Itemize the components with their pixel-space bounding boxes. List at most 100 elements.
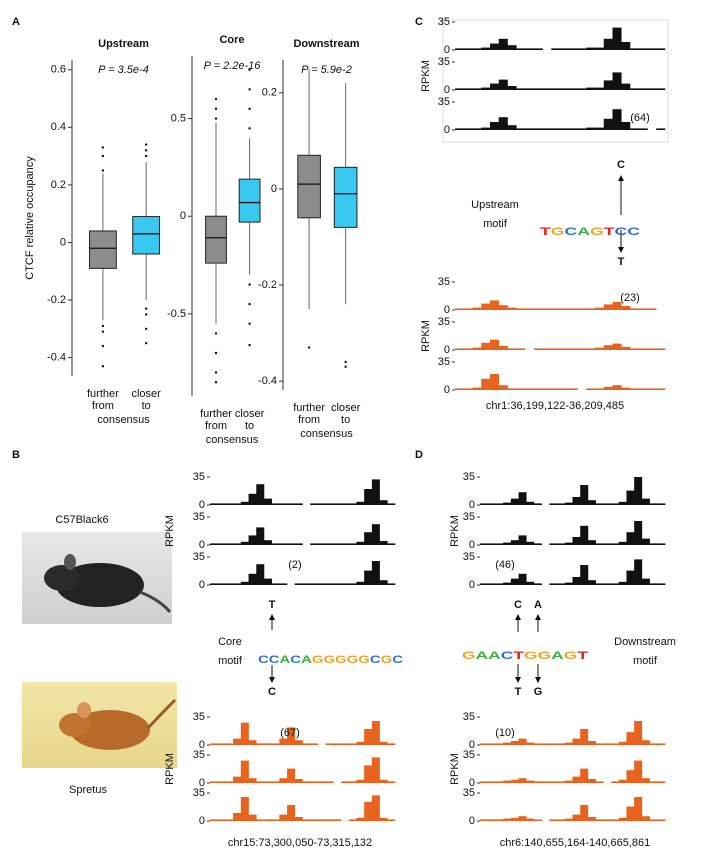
signal-bin [256, 564, 265, 585]
signal-bin [490, 83, 500, 90]
signal-bin [481, 127, 491, 130]
signal-bin [210, 583, 219, 585]
variant-base: C [617, 159, 625, 171]
signal-bin [481, 378, 491, 390]
signal-bin [210, 819, 219, 821]
signal-bin [657, 503, 666, 505]
outlier [101, 154, 105, 158]
signal-bin [649, 543, 658, 545]
signal-bin [626, 490, 635, 505]
box [205, 215, 227, 264]
signal-bin [225, 583, 234, 585]
signal-bin [549, 781, 558, 783]
signal-bin [495, 583, 504, 585]
signal-bin [518, 738, 527, 745]
signal-bin [487, 543, 496, 545]
signal-bin [564, 542, 573, 545]
signal-bin [302, 781, 311, 783]
variant-base: A [534, 599, 542, 611]
signal-bin [577, 48, 587, 50]
outlier [101, 324, 105, 328]
outlier [248, 302, 251, 306]
signal-bin [656, 348, 666, 350]
signal-bin [549, 503, 558, 505]
signal-bin [577, 348, 587, 350]
chart-title: Downstream [293, 38, 359, 50]
y-tick-label: 0 [469, 777, 475, 789]
outlier [248, 283, 251, 286]
signal-bin [317, 543, 326, 545]
signal-bin [586, 308, 596, 310]
signal-bin [371, 721, 380, 745]
signal-bin [356, 581, 365, 585]
motif-label: Downstream [614, 636, 676, 648]
signal-bin [225, 743, 234, 745]
signal-bin [533, 348, 543, 350]
outlier [248, 88, 251, 91]
y-tick-label: 35 [463, 749, 475, 761]
signal-bin [641, 816, 650, 821]
signal-bin [587, 500, 596, 505]
signal-bin [256, 781, 265, 783]
x-axis-label: consensus [300, 428, 353, 440]
outlier [214, 332, 218, 335]
signal-bin [634, 721, 643, 745]
signal-bin [641, 778, 650, 783]
signal-bin [498, 79, 508, 90]
signal-bin [595, 127, 605, 130]
signal-bin [248, 535, 257, 545]
signal-bin [595, 819, 604, 821]
signal-bin [595, 388, 605, 390]
signal-bin [302, 583, 311, 585]
signal-bin [490, 339, 500, 350]
signal-bin [481, 87, 491, 90]
signal-bin [580, 565, 589, 585]
signal-bin [551, 48, 561, 50]
signal-bin [647, 388, 657, 390]
signal-bin [626, 770, 635, 783]
signal-bin [480, 819, 489, 821]
y-tick-label: 35 [193, 511, 205, 523]
signal-bin [533, 88, 543, 90]
signal-bin [271, 743, 280, 745]
signal-bin [503, 742, 512, 745]
signal-bin [533, 503, 542, 505]
signal-bin [248, 573, 257, 585]
signal-bin [498, 346, 508, 350]
y-tick-label: -0.2 [258, 279, 277, 291]
signal-bin [472, 387, 482, 390]
signal-bin [568, 348, 578, 350]
signal-bin [516, 88, 526, 90]
signal-bin [387, 819, 396, 821]
outlier [101, 169, 105, 172]
signal-bin [279, 583, 288, 585]
y-tick-label: 0 [199, 777, 205, 789]
outlier [144, 342, 148, 345]
outlier [101, 344, 105, 348]
signal-bin [510, 741, 519, 745]
panel-letter: C [415, 16, 423, 28]
signal-bin [564, 780, 573, 783]
y-tick-label: 0 [469, 539, 475, 551]
signal-bin [647, 308, 657, 310]
signal-bin [649, 503, 658, 505]
signal-bin [248, 493, 257, 505]
signal-bin [498, 117, 508, 130]
signal-bin [526, 780, 535, 783]
signal-bin [533, 48, 543, 50]
y-tick-label: 0 [444, 304, 450, 316]
signal-bin [551, 308, 561, 310]
signal-bin [463, 88, 473, 90]
y-tick-label: 0 [180, 210, 186, 222]
signal-bin [503, 542, 512, 545]
signal-bin [638, 348, 648, 350]
outlier [214, 107, 218, 111]
signal-bin [490, 374, 500, 390]
signal-bin [603, 38, 613, 50]
signal-bin [371, 757, 380, 783]
y-tick-label: 0.2 [51, 179, 66, 191]
signal-bin [621, 122, 631, 130]
